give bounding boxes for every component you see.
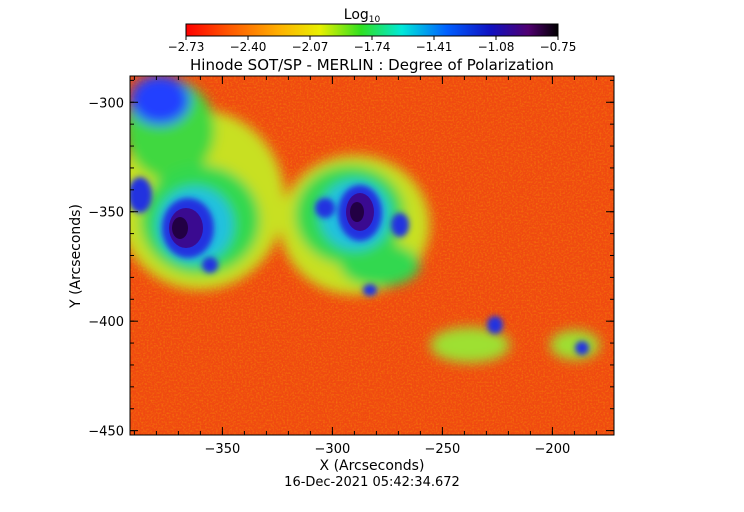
- x-tick-label: −250: [425, 442, 461, 457]
- colorbar-tick-label: −1.08: [478, 40, 515, 54]
- colorbar: [185, 23, 559, 37]
- y-tick-label: −300: [88, 96, 124, 111]
- colorbar-ticks: −2.73 −2.40 −2.07 −1.74 −1.41 −1.08 −0.75: [168, 36, 577, 54]
- x-tick-label: −200: [535, 442, 571, 457]
- x-axis-ticks: −350 −300 −250 −200: [133, 76, 597, 457]
- colorbar-tick-label: −2.40: [230, 40, 267, 54]
- colorbar-label: Log10: [344, 7, 381, 25]
- colorbar-tick-label: −0.75: [540, 40, 577, 54]
- colorbar-tick-label: −1.41: [416, 40, 453, 54]
- y-tick-label: −350: [88, 206, 124, 221]
- x-tick-label: −350: [205, 442, 241, 457]
- y-tick-label: −400: [88, 315, 124, 330]
- chart-title: Hinode SOT/SP - MERLIN : Degree of Polar…: [190, 56, 554, 74]
- heatmap-image: [130, 76, 614, 435]
- y-tick-label: −450: [88, 425, 124, 440]
- colorbar-tick-label: −1.74: [354, 40, 391, 54]
- x-tick-label: −300: [315, 442, 351, 457]
- y-axis-label: Y (Arcseconds): [68, 204, 84, 309]
- timestamp: 16-Dec-2021 05:42:34.672: [284, 475, 460, 490]
- colorbar-tick-label: −2.07: [292, 40, 329, 54]
- x-axis-label: X (Arcseconds): [320, 458, 425, 474]
- y-axis-ticks: −300 −350 −400 −450: [88, 79, 614, 440]
- colorbar-tick-label: −2.73: [168, 40, 205, 54]
